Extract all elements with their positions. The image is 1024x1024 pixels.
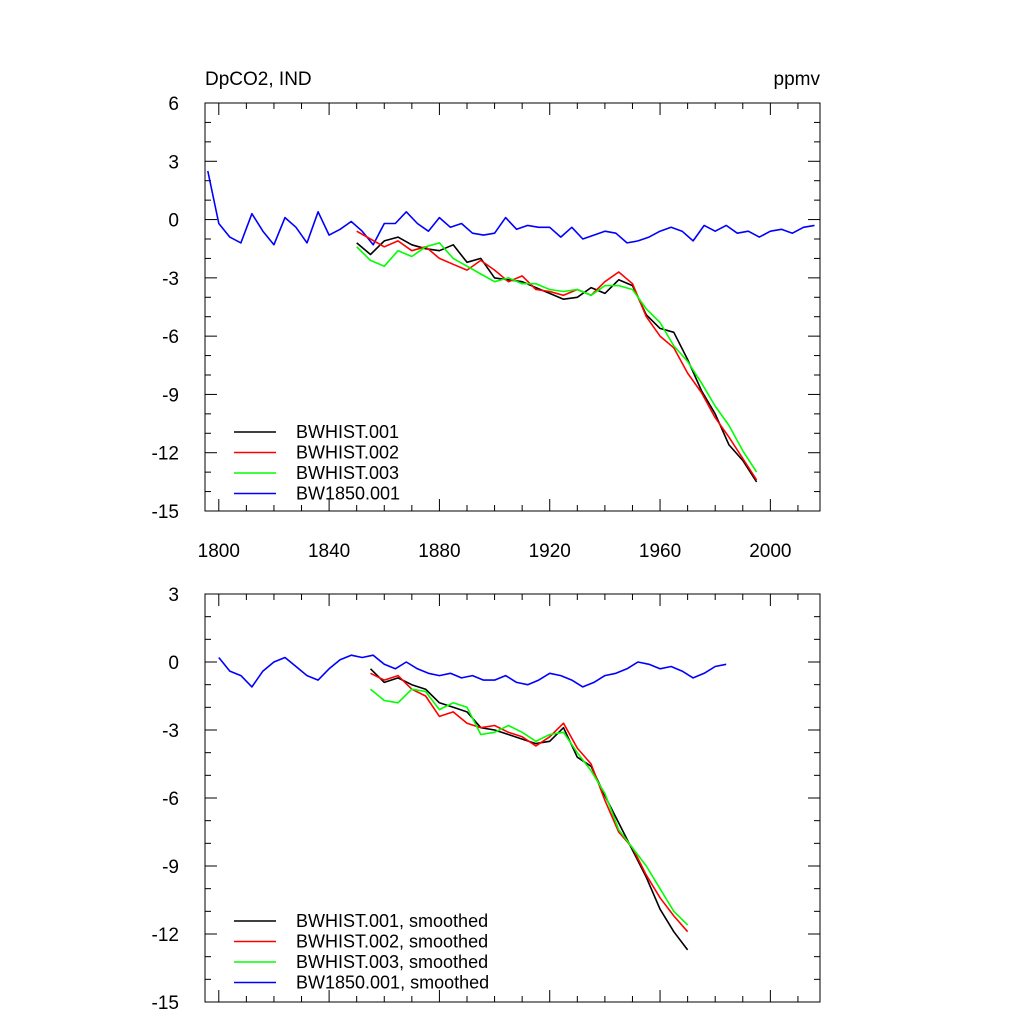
legend-label: BW1850.001, smoothed	[296, 973, 489, 993]
legend-label: BWHIST.001	[296, 422, 399, 442]
x-tick-label: 2000	[749, 541, 791, 562]
y-tick-label: 0	[168, 211, 179, 232]
x-tick-label: 1960	[639, 541, 681, 562]
y-tick-label: -3	[162, 721, 179, 742]
y-tick-label: 6	[168, 94, 179, 115]
y-tick-label: -3	[162, 269, 179, 290]
top-panel: DpCO2, IND ppmv 6 3 0 -3 -6 -9 -12 -15 1800 1840 188…	[152, 69, 821, 562]
y-tick-label: 0	[168, 653, 179, 674]
units-label: ppmv	[774, 69, 821, 90]
series-line-1	[356, 236, 758, 483]
legend-label: BWHIST.003	[296, 463, 399, 483]
series-line-3	[356, 242, 758, 473]
y-tick-label: 3	[168, 585, 179, 606]
legend-label: BWHIST.002, smoothed	[296, 932, 488, 952]
y-tick-label: -12	[152, 925, 179, 946]
series-line-3	[369, 688, 689, 926]
legend-label: BWHIST.001, smoothed	[296, 911, 488, 931]
legend-label: BWHIST.003, smoothed	[296, 952, 488, 972]
y-tick-label: -12	[152, 444, 179, 465]
x-tick-label: 1800	[198, 541, 240, 562]
x-tick-label: 1840	[308, 541, 350, 562]
series-line-2	[370, 672, 689, 933]
y-tick-label: -15	[152, 502, 179, 523]
y-tick-label: -9	[162, 385, 179, 406]
y-tick-label: -6	[162, 789, 179, 810]
plot-frame	[204, 102, 821, 512]
series-line-4	[218, 654, 727, 688]
x-tick-label: 1920	[529, 541, 571, 562]
legend-label: BWHIST.002	[296, 443, 399, 463]
y-tick-label: -15	[152, 993, 179, 1014]
series-line-2	[356, 230, 758, 481]
y-tick-label: 3	[168, 152, 179, 173]
series-line-1	[369, 668, 689, 951]
y-tick-label: -9	[162, 857, 179, 878]
x-tick-label: 1880	[418, 541, 460, 562]
legend-label: BW1850.001	[296, 484, 400, 504]
y-tick-label: -6	[162, 327, 179, 348]
chart-title: DpCO2, IND	[205, 69, 312, 90]
series-line-4	[207, 170, 815, 246]
